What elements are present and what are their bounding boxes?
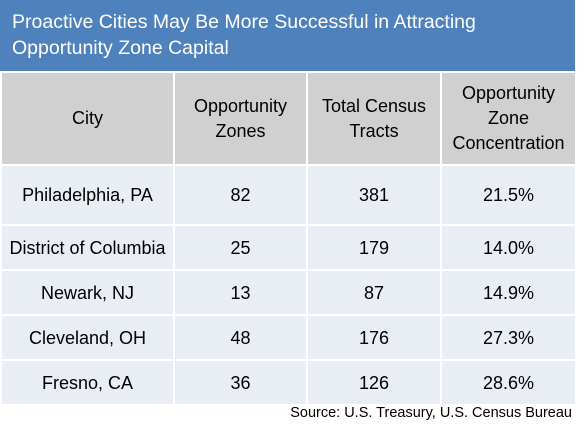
- table-row: District of Columbia 25 179 14.0%: [0, 224, 577, 271]
- city-cell: District of Columbia: [0, 224, 175, 271]
- total-census-tracts-cell: 179: [306, 224, 442, 271]
- header-opportunity-zone-concentration: Opportunity Zone Concentration: [440, 71, 577, 166]
- total-census-tracts-cell: 176: [306, 314, 442, 361]
- city-cell: Newark, NJ: [0, 269, 175, 316]
- opportunity-zones-cell: 13: [173, 269, 308, 316]
- concentration-cell: 28.6%: [440, 359, 577, 406]
- table-row: Philadelphia, PA 82 381 21.5%: [0, 164, 577, 226]
- city-cell: Philadelphia, PA: [0, 164, 175, 226]
- table-row: Fresno, CA 36 126 28.6%: [0, 359, 577, 406]
- header-opportunity-zones: Opportunity Zones: [173, 71, 308, 166]
- header-opportunity-zones-line-1: Opportunity: [193, 95, 288, 116]
- table-row: Newark, NJ 13 87 14.9%: [0, 269, 577, 316]
- title-line-1: Proactive Cities May Be More Successful …: [12, 11, 476, 33]
- city-cell: Fresno, CA: [0, 359, 175, 406]
- source-note: Source: U.S. Treasury, U.S. Census Burea…: [290, 405, 572, 421]
- concentration-cell: 21.5%: [440, 164, 577, 226]
- header-total-census-tracts-line-2: Tracts: [349, 120, 399, 141]
- opportunity-zones-cell: 82: [173, 164, 308, 226]
- total-census-tracts-cell: 87: [306, 269, 442, 316]
- opportunity-zones-cell: 48: [173, 314, 308, 361]
- header-total-census-tracts: Total Census Tracts: [306, 71, 442, 166]
- concentration-cell: 14.0%: [440, 224, 577, 271]
- header-opportunity-zones-line-2: Zones: [215, 120, 266, 141]
- opportunity-zones-cell: 25: [173, 224, 308, 271]
- total-census-tracts-cell: 381: [306, 164, 442, 226]
- header-city: City: [0, 71, 175, 166]
- concentration-cell: 14.9%: [440, 269, 577, 316]
- header-city-label: City: [72, 108, 103, 128]
- header-concentration-line-2: Zone: [487, 108, 530, 128]
- opportunity-zone-table: City Opportunity Zones Total Census Trac…: [0, 71, 577, 406]
- table-row: Cleveland, OH 48 176 27.3%: [0, 314, 577, 361]
- total-census-tracts-cell: 126: [306, 359, 442, 406]
- title-bar: Proactive Cities May Be More Successful …: [0, 0, 575, 71]
- opportunity-zones-cell: 36: [173, 359, 308, 406]
- title-line-2: Opportunity Zone Capital: [12, 37, 229, 59]
- concentration-cell: 27.3%: [440, 314, 577, 361]
- header-concentration-line-3: Concentration: [452, 133, 565, 153]
- header-row: City Opportunity Zones Total Census Trac…: [0, 71, 577, 166]
- header-total-census-tracts-line-1: Total Census: [321, 95, 427, 116]
- city-cell: Cleveland, OH: [0, 314, 175, 361]
- header-concentration-line-1: Opportunity: [461, 83, 556, 103]
